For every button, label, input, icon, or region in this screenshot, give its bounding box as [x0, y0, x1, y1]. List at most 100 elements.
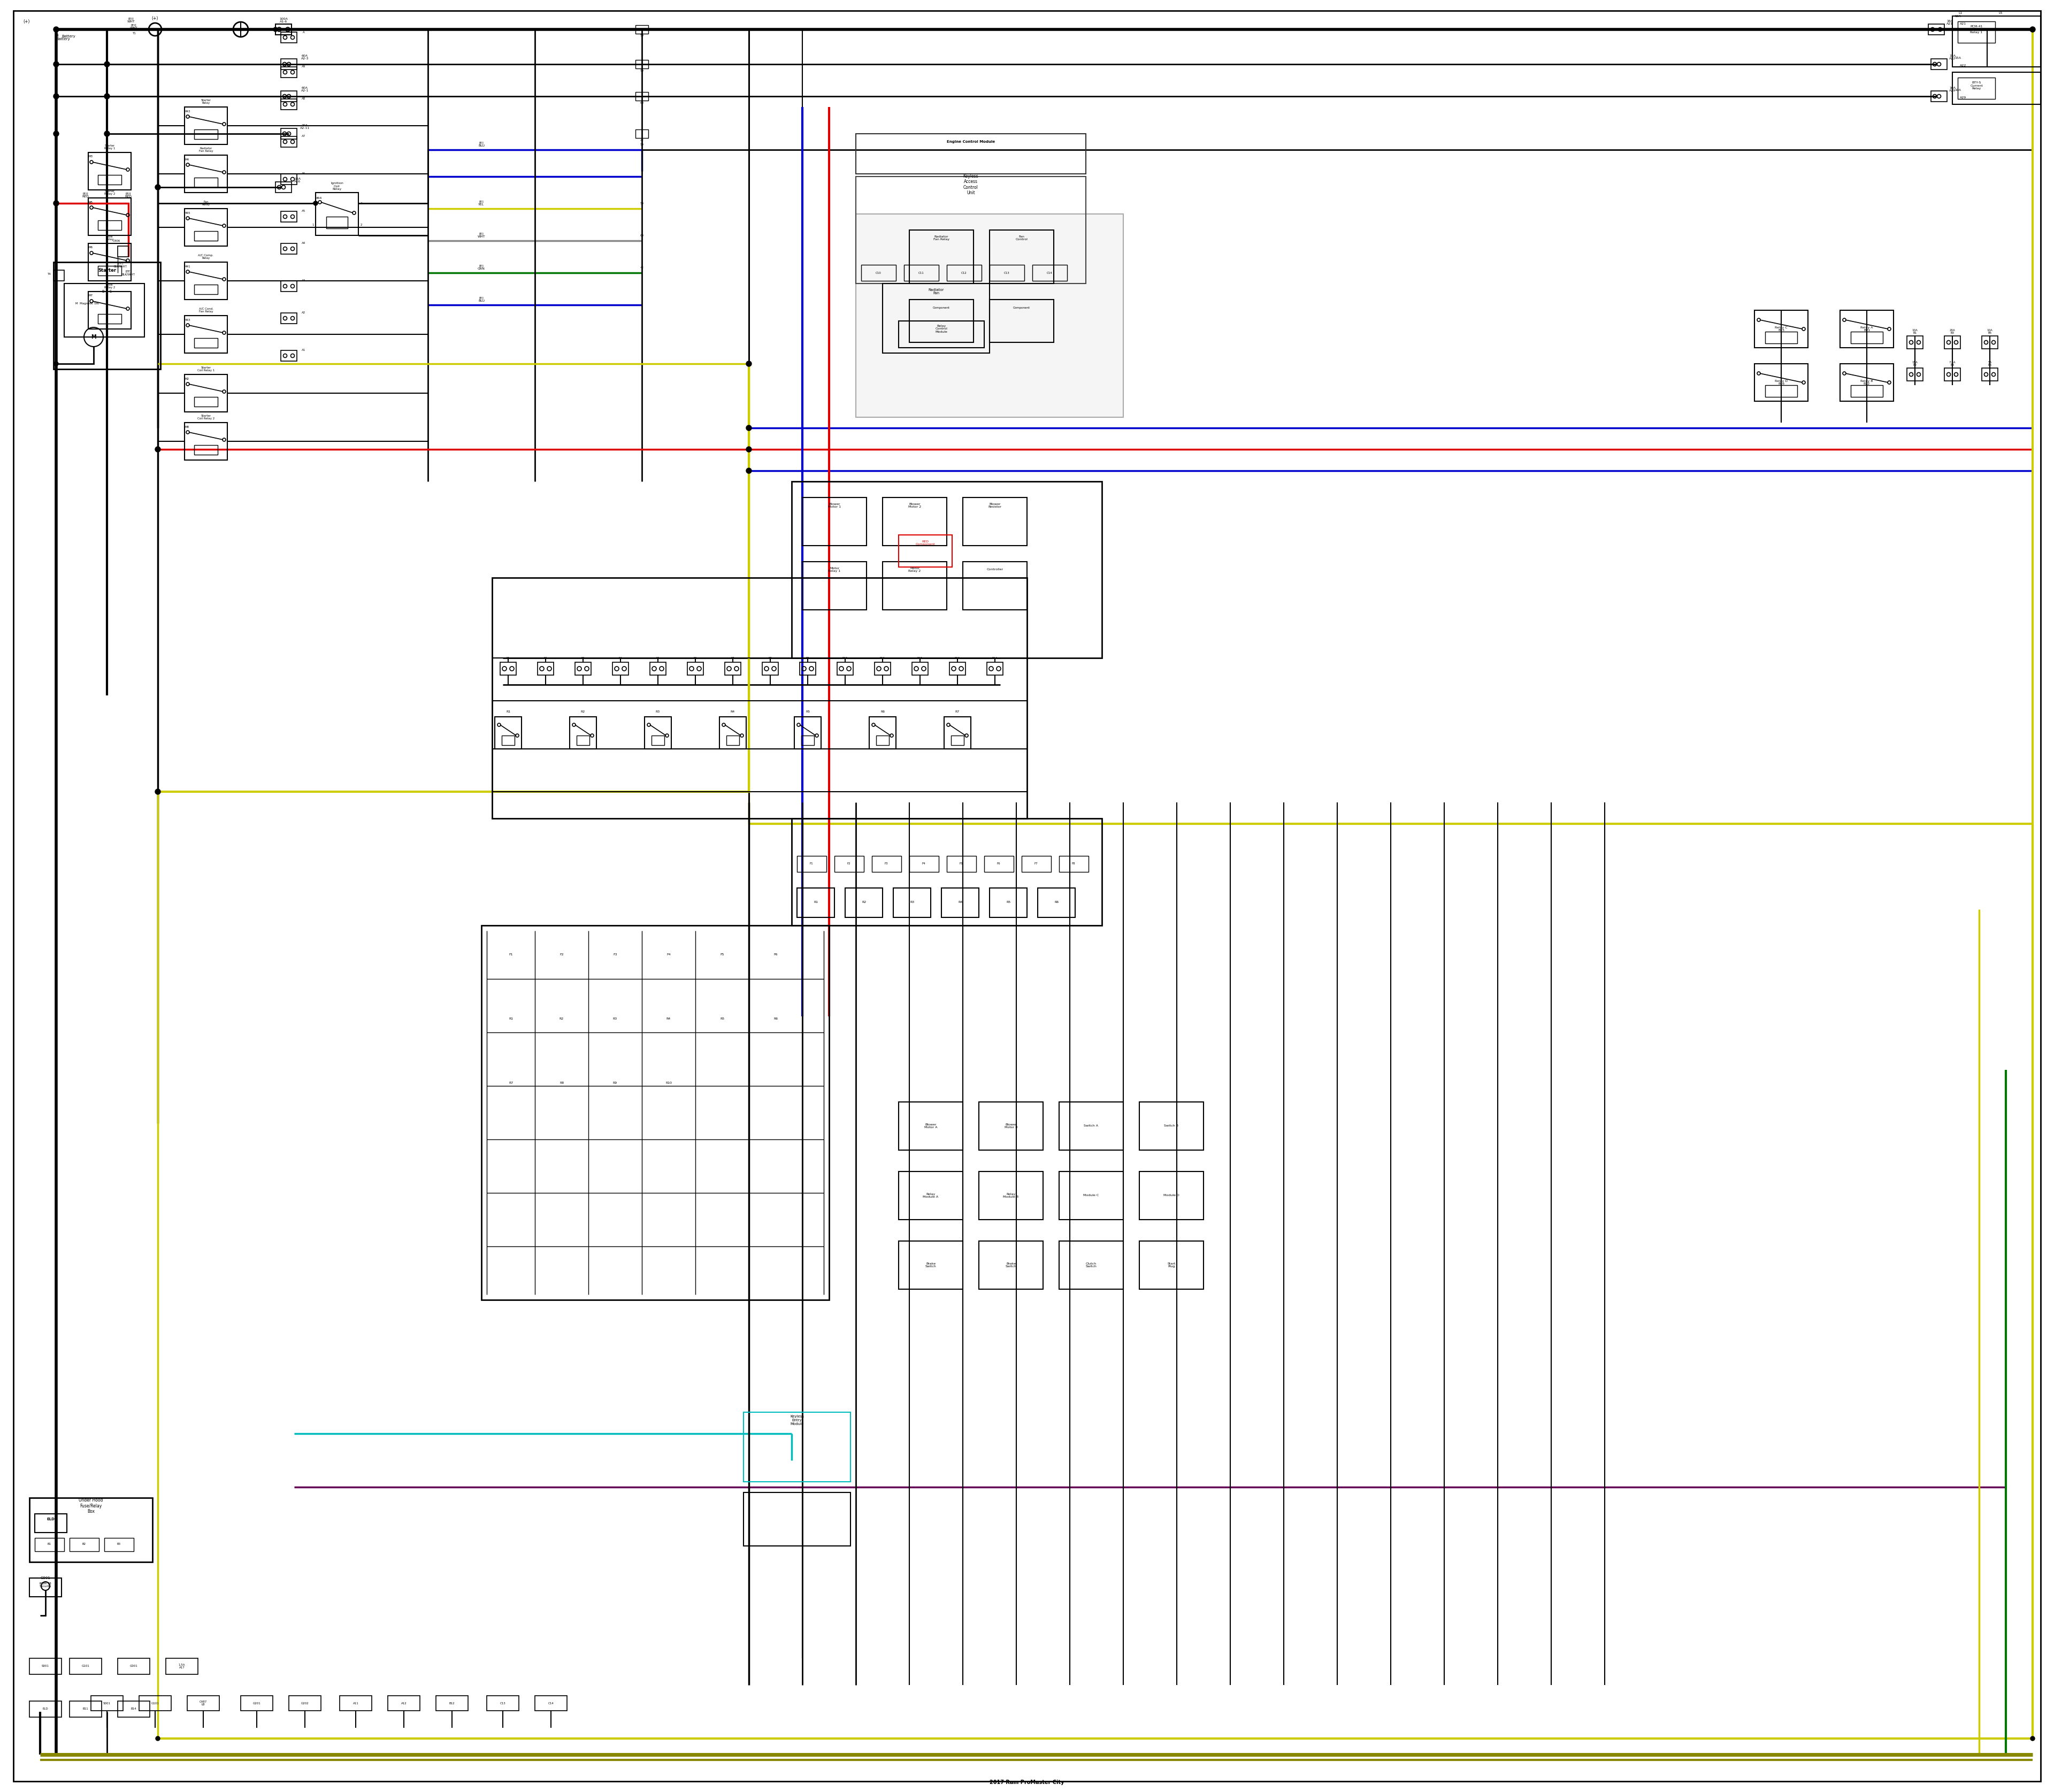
Bar — [388, 1695, 419, 1711]
Text: F10: F10 — [842, 656, 848, 659]
Bar — [339, 1695, 372, 1711]
Text: Keyless
Entry
Module: Keyless Entry Module — [791, 1416, 803, 1426]
Bar — [1851, 332, 1884, 344]
Text: Starter
Relay 1: Starter Relay 1 — [105, 143, 115, 151]
Text: Clutch
Switch: Clutch Switch — [1087, 1262, 1097, 1269]
Text: M7: M7 — [88, 294, 92, 297]
Text: Start
Plug: Start Plug — [1167, 1262, 1175, 1269]
Text: A29: A29 — [1960, 97, 1966, 99]
Bar — [195, 129, 218, 140]
Text: F7: F7 — [731, 656, 735, 659]
Bar — [1754, 310, 1808, 348]
Text: G101: G101 — [82, 1665, 90, 1668]
Text: 1: 1 — [55, 36, 58, 39]
Text: Blower
Motor A: Blower Motor A — [924, 1124, 937, 1129]
Circle shape — [746, 468, 752, 473]
Bar — [1060, 1102, 1124, 1150]
Bar — [575, 663, 592, 676]
Bar — [1931, 59, 1947, 70]
Bar — [980, 1102, 1043, 1150]
Bar — [88, 197, 131, 235]
Circle shape — [2031, 27, 2036, 32]
Text: C14: C14 — [548, 1702, 555, 1704]
Bar — [495, 717, 522, 749]
Bar — [945, 717, 972, 749]
Bar — [1953, 16, 2040, 66]
Bar — [801, 735, 813, 745]
Text: F2: F2 — [846, 862, 850, 866]
Bar — [70, 1701, 101, 1717]
Text: M8: M8 — [185, 425, 189, 428]
Text: [EJ]
RED: [EJ] RED — [125, 192, 131, 199]
Text: F3: F3 — [885, 862, 887, 866]
Bar — [195, 285, 218, 294]
Bar — [99, 314, 121, 324]
Circle shape — [53, 93, 60, 99]
Text: R8: R8 — [559, 1082, 563, 1084]
Bar — [612, 663, 629, 676]
Text: F6: F6 — [996, 862, 1000, 866]
Circle shape — [746, 360, 752, 366]
Text: B12: B12 — [450, 1702, 454, 1704]
Text: M44: M44 — [314, 197, 322, 199]
Bar — [99, 176, 121, 185]
Text: Radiator
Fan: Radiator Fan — [928, 289, 945, 296]
Text: Motor
Relay 2: Motor Relay 2 — [908, 566, 920, 573]
Bar — [1957, 77, 1994, 99]
Bar — [281, 136, 298, 147]
Text: F4: F4 — [668, 953, 672, 957]
Text: C10: C10 — [875, 271, 881, 274]
Text: A4: A4 — [302, 242, 306, 246]
Text: M  Magnetic SW: M Magnetic SW — [76, 303, 99, 305]
Bar — [70, 1538, 99, 1552]
Text: Blower
Resistor: Blower Resistor — [988, 502, 1002, 509]
Bar — [281, 281, 298, 292]
Circle shape — [105, 93, 109, 99]
Text: Starter: Starter — [99, 267, 117, 272]
Text: C13: C13 — [499, 1702, 505, 1704]
Bar — [844, 889, 883, 918]
Text: R6: R6 — [881, 710, 885, 713]
Text: M4: M4 — [185, 158, 189, 161]
Text: [EJ]
RED: [EJ] RED — [82, 192, 88, 199]
Bar — [1906, 335, 1923, 349]
Bar — [187, 1695, 220, 1711]
Circle shape — [53, 27, 60, 32]
Text: 20A
B3: 20A B3 — [1949, 328, 1955, 335]
Bar — [963, 561, 1027, 609]
Text: R1: R1 — [509, 1018, 514, 1020]
Bar — [281, 351, 298, 360]
Bar — [281, 314, 298, 324]
Text: Switch A: Switch A — [1085, 1125, 1099, 1127]
Text: [EE]
BLK/WHT: [EE] BLK/WHT — [121, 271, 136, 276]
Bar — [910, 857, 939, 873]
Bar — [435, 1695, 468, 1711]
Bar — [290, 1695, 320, 1711]
Text: R2: R2 — [559, 1018, 565, 1020]
Text: A7: A7 — [302, 134, 306, 138]
Circle shape — [2029, 27, 2036, 32]
Circle shape — [273, 27, 277, 32]
Circle shape — [314, 201, 318, 206]
Bar — [88, 292, 131, 330]
Text: 7.5A
B4: 7.5A B4 — [1949, 360, 1955, 367]
Circle shape — [53, 61, 60, 66]
Text: G001: G001 — [41, 1577, 51, 1579]
Bar — [986, 663, 1002, 676]
Text: 59: 59 — [641, 70, 643, 72]
Bar — [281, 91, 298, 102]
Bar — [984, 857, 1013, 873]
Bar — [990, 265, 1025, 281]
Bar — [900, 321, 984, 348]
Bar — [577, 735, 589, 745]
Text: [E]
GRN: [E] GRN — [479, 265, 485, 271]
Text: F3: F3 — [612, 953, 616, 957]
Text: M5: M5 — [88, 201, 92, 204]
Bar — [29, 1498, 152, 1563]
Text: Motor
Relay 1: Motor Relay 1 — [828, 566, 840, 573]
Circle shape — [748, 448, 752, 452]
Text: R3: R3 — [910, 901, 914, 903]
Bar — [53, 262, 160, 369]
Bar — [635, 129, 649, 138]
Bar — [649, 663, 665, 676]
